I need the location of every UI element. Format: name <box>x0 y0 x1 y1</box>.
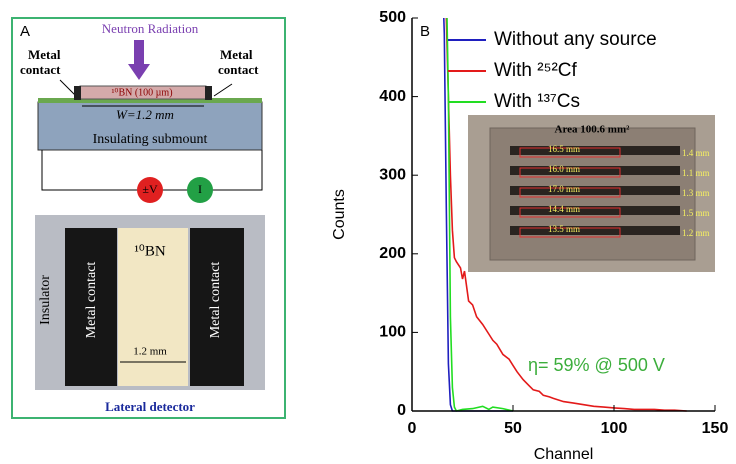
y-tick-label: 500 <box>379 9 406 26</box>
bn-label: ¹⁰BN (100 µm) <box>111 87 172 98</box>
legend-label: With ²⁵²Cf <box>494 60 578 81</box>
inset-strip <box>510 226 680 235</box>
photo-label: ¹⁰BN <box>134 243 166 259</box>
inset-length: 16.5 mm <box>548 144 580 154</box>
inset-length: 16.0 mm <box>548 164 580 174</box>
annotation: η= 59% @ 500 V <box>528 355 665 375</box>
inset-length: 14.4 mm <box>548 204 580 214</box>
y-tick-label: 300 <box>379 166 406 183</box>
panel-label: B <box>420 23 430 40</box>
x-axis-label: Channel <box>534 446 594 463</box>
submount-label: Insulating submount <box>93 132 208 147</box>
inset-title: Area 100.6 mm² <box>555 124 631 136</box>
photo-label: Metal contact <box>208 262 223 339</box>
contact <box>205 86 212 100</box>
inset-width: 1.1 mm <box>682 168 710 178</box>
inset-width: 1.3 mm <box>682 188 710 198</box>
inset-strip <box>510 146 680 155</box>
x-tick-label: 0 <box>408 420 417 437</box>
inset-strip <box>510 206 680 215</box>
photo-label: Metal contact <box>84 262 99 339</box>
inset-width: 1.4 mm <box>682 148 710 158</box>
inset-width: 1.2 mm <box>682 228 710 238</box>
inset-width: 1.5 mm <box>682 208 710 218</box>
legend-label: With ¹³⁷Cs <box>494 91 580 112</box>
current-label: I <box>198 182 202 196</box>
y-tick-label: 200 <box>379 245 406 262</box>
inset-length: 17.0 mm <box>548 184 580 194</box>
contact <box>74 86 81 100</box>
inset-strip <box>510 186 680 195</box>
y-tick-label: 0 <box>397 402 406 419</box>
arrow-shaft <box>134 40 144 66</box>
inset-length: 13.5 mm <box>548 224 580 234</box>
inset-strip <box>510 166 680 175</box>
figure: A Neutron Radiation Metalcontact Metalco… <box>0 0 736 464</box>
voltage-label: ±V <box>142 182 158 196</box>
x-tick-label: 50 <box>504 420 522 437</box>
x-tick-label: 150 <box>702 420 729 437</box>
legend-label: Without any source <box>494 29 657 50</box>
caption: Lateral detector <box>105 399 195 414</box>
photo-label: Insulator <box>38 275 53 325</box>
y-tick-label: 100 <box>379 324 406 341</box>
panel-label: A <box>20 23 30 40</box>
y-axis-label: Counts <box>331 189 348 240</box>
width-label: W=1.2 mm <box>116 107 174 122</box>
y-tick-label: 400 <box>379 88 406 105</box>
photo-label: 1.2 mm <box>133 346 167 358</box>
x-tick-label: 100 <box>601 420 628 437</box>
radiation-label: Neutron Radiation <box>102 21 199 36</box>
